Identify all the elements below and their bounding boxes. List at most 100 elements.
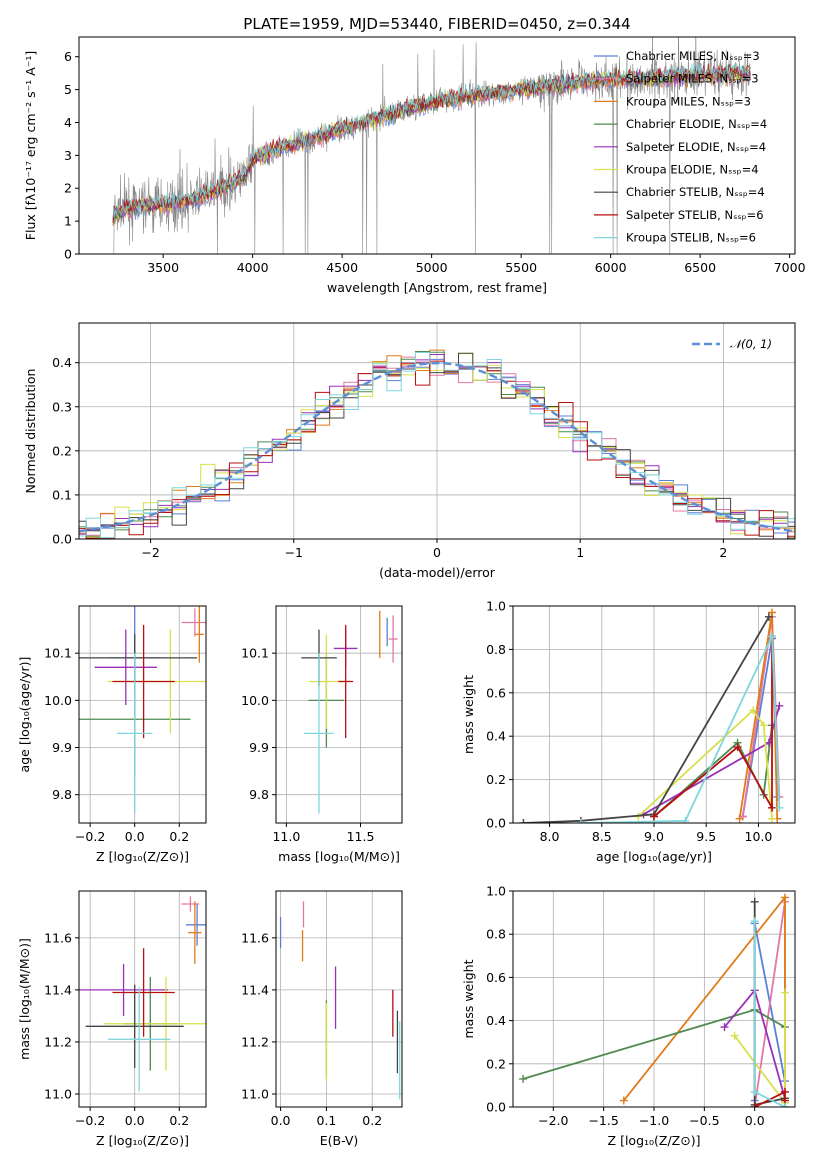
residual-histogram-6 <box>79 353 795 539</box>
weight-series-7 <box>523 616 770 823</box>
y-tick-label: 0.0 <box>52 532 72 547</box>
errorbar-point-2 <box>181 896 200 912</box>
axes-frame <box>512 890 796 1108</box>
errorbar-point-9 <box>304 653 334 814</box>
errorbar-point-3 <box>188 901 202 964</box>
weight-marker <box>576 819 585 823</box>
weight-marker <box>775 701 784 710</box>
x-tick-label: 3500 <box>147 260 179 275</box>
y-axis-label: mass weight <box>461 675 476 754</box>
x-tick-label: 1 <box>576 545 584 560</box>
x-tick-label: 0.2 <box>169 829 189 844</box>
weight_vs_Z-panel: −2.0 −1.5 −1.0 −0.5 0.0 0.0 0.2 0.4 0.6 0.8 1.0 Z [… <box>461 884 796 1148</box>
weight-marker <box>780 1087 789 1096</box>
x-axis-label: age [log₁₀(age/yr)] <box>596 849 712 864</box>
y-tick-label: 0.4 <box>52 355 72 370</box>
y-tick-label: 10.0 <box>241 693 269 708</box>
weight-marker <box>759 721 768 730</box>
x-tick-label: 6000 <box>595 260 627 275</box>
errorbar-point-7 <box>85 984 184 1068</box>
plot-area <box>276 891 402 1107</box>
weight-marker <box>730 1031 739 1040</box>
y-tick-label: 11.6 <box>44 930 72 945</box>
x-tick-label: −0.2 <box>75 829 105 844</box>
y-tick-label: 11.4 <box>241 982 269 997</box>
x-tick-label: 0.2 <box>169 1113 189 1128</box>
errorbar-point-2 <box>181 608 206 637</box>
x-tick-label: 8.0 <box>540 829 560 844</box>
axes-frame <box>78 890 207 1108</box>
y-tick-label: 4 <box>64 115 72 130</box>
weight-series-9 <box>580 636 781 823</box>
legend-entry: Chabrier MILES, Nₛₛₚ=3 <box>626 49 760 63</box>
legend-entry: Salpeter STELIB, Nₛₛₚ=6 <box>626 208 764 222</box>
model-spectrum-9 <box>112 62 751 217</box>
spectrum-panel: 3500 4000 4500 5000 5500 6000 6500 7000 0 1 2 3 4 5 6 w… <box>23 15 806 295</box>
y-tick-label: 1.0 <box>486 599 506 614</box>
x-axis-label: Z [log₁₀(Z/Z⊙)] <box>608 1133 701 1148</box>
x-tick-label: 6500 <box>684 260 716 275</box>
residual-histogram-1 <box>79 358 795 539</box>
x-tick-label: 7000 <box>774 260 806 275</box>
y-tick-label: 0.2 <box>486 772 506 787</box>
errorbar-point-9 <box>116 653 153 814</box>
weight-marker <box>780 1103 789 1107</box>
y-tick-label: 0.2 <box>52 443 72 458</box>
y-tick-label: 5 <box>64 82 72 97</box>
x-axis-label: (data-model)/error <box>379 565 496 580</box>
y-tick-label: 10.0 <box>44 693 72 708</box>
y-tick-label: 9.8 <box>52 787 72 802</box>
age_vs_mass-panel: 11.0 11.5 9.8 9.9 10.0 10.1 mass [log₁₀(M/M⊙)] <box>241 605 403 864</box>
y-tick-label: 0.1 <box>52 487 72 502</box>
x-tick-label: 8.5 <box>592 829 612 844</box>
normal-reference-curve <box>79 361 793 533</box>
y-tick-label: 9.9 <box>249 740 269 755</box>
y-tick-label: 0.4 <box>486 1013 506 1028</box>
x-axis-label: wavelength [Angstrom, rest frame] <box>327 280 547 295</box>
x-tick-label: 0.0 <box>125 1113 145 1128</box>
y-tick-label: 1 <box>64 214 72 229</box>
y-axis-label: Normed distribution <box>23 369 38 494</box>
legend-entry: Kroupa ELODIE, Nₛₛₚ=4 <box>626 163 759 177</box>
weight-series-6 <box>637 708 773 819</box>
y-axis-label: age [log₁₀(age/yr)] <box>17 657 32 773</box>
y-tick-label: 11.2 <box>44 1034 72 1049</box>
errorbar-point-3 <box>194 606 204 663</box>
weight-marker <box>768 608 777 617</box>
spectrum-legend: Chabrier MILES, Nₛₛₚ=3 Salpeter MILES, Nₛ… <box>594 49 767 245</box>
x-tick-label: 11.0 <box>272 829 300 844</box>
weight-marker <box>519 1074 528 1083</box>
y-tick-label: 11.4 <box>44 982 72 997</box>
axes-frame <box>275 890 403 1108</box>
legend-entry: Chabrier STELIB, Nₛₛₚ=4 <box>626 185 765 199</box>
y-tick-label: 0.3 <box>52 399 72 414</box>
x-axis-label: Z [log₁₀(Z/Z⊙)] <box>96 1133 189 1148</box>
x-axis-label: E(B-V) <box>320 1133 359 1148</box>
x-tick-label: −2.0 <box>538 1113 568 1128</box>
x-tick-label: −1.0 <box>639 1113 669 1128</box>
x-tick-label: 5500 <box>505 260 537 275</box>
x-tick-label: 0.1 <box>316 1113 336 1128</box>
age_vs_Z-panel: −0.2 0.0 0.2 9.8 9.9 10.0 10.1 Z [log₁₀(Z/Z⊙)] a… <box>17 605 207 864</box>
x-tick-label: −0.2 <box>75 1113 105 1128</box>
weight-marker <box>768 814 777 823</box>
errorbar-point-5 <box>79 963 169 1016</box>
weight-marker <box>768 803 777 812</box>
legend-entry: Kroupa STELIB, Nₛₛₚ=6 <box>626 231 756 245</box>
weight-marker <box>768 632 777 641</box>
axes-frame <box>78 36 796 255</box>
weight-marker <box>681 816 690 823</box>
y-tick-label: 3 <box>64 148 72 163</box>
x-tick-label: 0.0 <box>745 1113 765 1128</box>
y-tick-label: 2 <box>64 181 72 196</box>
weight-marker <box>733 743 742 752</box>
legend-entry: Chabrier ELODIE, Nₛₛₚ=4 <box>626 117 767 131</box>
x-tick-label: −1.5 <box>588 1113 618 1128</box>
x-axis-label: Z [log₁₀(Z/Z⊙)] <box>96 849 189 864</box>
axes-frame <box>512 605 796 824</box>
weight-marker <box>764 612 773 621</box>
y-tick-label: 0.8 <box>486 642 506 657</box>
legend-entry: Kroupa MILES, Nₛₛₚ=3 <box>626 94 751 108</box>
y-tick-label: 0.0 <box>486 816 506 831</box>
